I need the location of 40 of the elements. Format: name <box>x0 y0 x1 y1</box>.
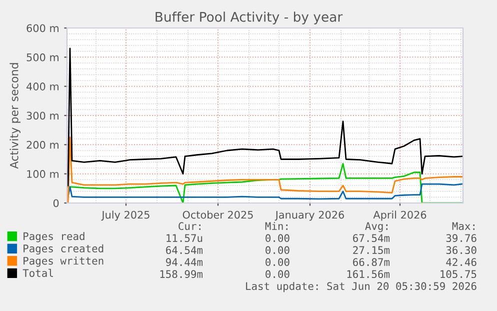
y-tick-label: 200 m <box>26 140 58 149</box>
y-tick-label: 400 m <box>26 82 58 90</box>
y-tick-label: 500 m <box>26 53 58 62</box>
x-tick-label: April 2026 <box>373 210 426 221</box>
text: 11.57u <box>166 234 202 242</box>
line-series <box>67 48 463 186</box>
legend-label: Pages written <box>24 256 104 267</box>
x-tick-label: January 2026 <box>274 210 344 221</box>
text: 161.56m <box>347 270 390 278</box>
text: 0.00 <box>266 234 290 242</box>
y-tick-label: 0 <box>53 199 59 208</box>
text: Last update: Sat Jun 20 05:30:59 2026 <box>246 282 476 292</box>
text: Cur: <box>178 222 200 230</box>
text: Max: <box>452 222 474 230</box>
legend-label: Total <box>22 268 53 277</box>
x-tick-label: July 2025 <box>101 210 150 221</box>
text: 94.44m <box>166 258 203 266</box>
text: 0.00 <box>266 270 290 278</box>
text: 0.00 <box>266 258 290 266</box>
chart-title: Buffer Pool Activity - by year <box>156 12 343 24</box>
text: Min: <box>265 222 288 230</box>
legend-label: Pages read <box>24 232 84 242</box>
text: Avg: <box>365 222 388 232</box>
text: 105.75 <box>440 270 476 278</box>
y-axis-title: Activity per second <box>10 63 20 169</box>
text: 64.54m <box>166 246 203 254</box>
x-tick-label: October 2025 <box>182 210 253 219</box>
text: 42.46 <box>446 258 476 266</box>
y-tick-label: 600 m <box>26 24 58 32</box>
text: 67.54m <box>353 234 390 242</box>
text: 39.76 <box>446 234 476 242</box>
legend-label: Pages created <box>24 244 104 254</box>
line-series <box>67 183 463 200</box>
y-tick-label: 100 m <box>27 170 58 178</box>
text: 158.99m <box>160 270 203 278</box>
text: 66.87m <box>353 258 390 266</box>
text: 27.15m <box>353 246 390 254</box>
text: 36.30 <box>446 246 476 254</box>
y-tick-label: 300 m <box>26 112 58 120</box>
text: 0.00 <box>266 246 290 254</box>
